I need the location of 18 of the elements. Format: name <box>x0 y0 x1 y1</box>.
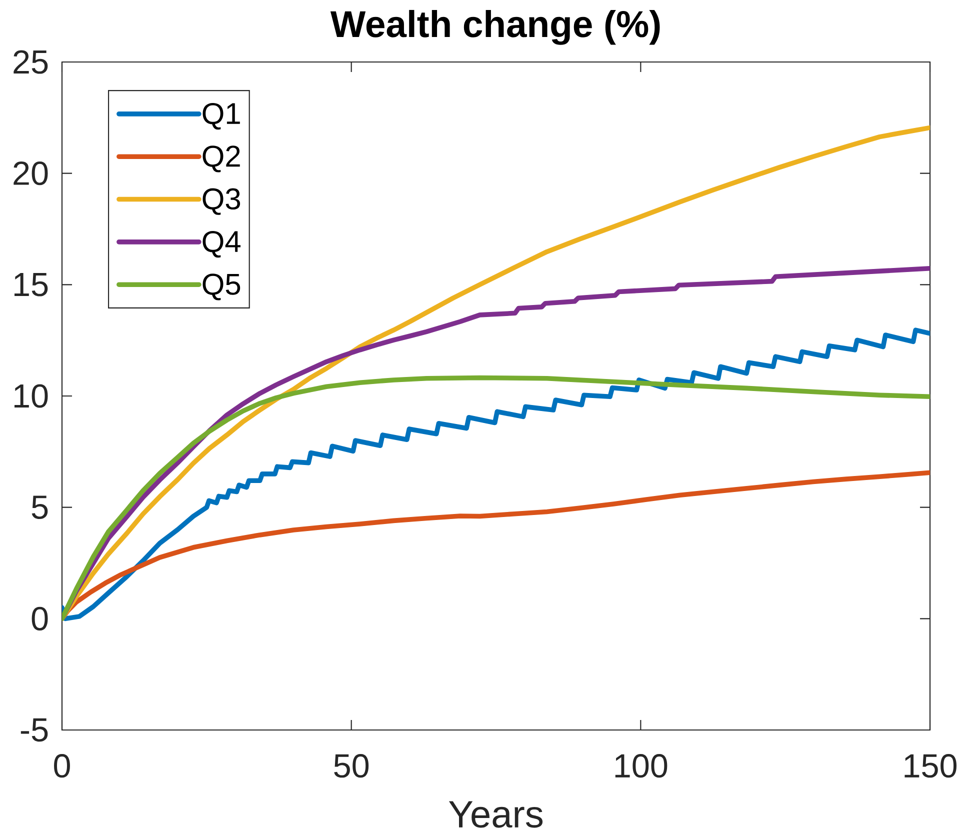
legend-label: Q2 <box>202 146 240 172</box>
legend-label: Q5 <box>202 274 240 300</box>
chart-title: Wealth change (%) <box>330 10 660 45</box>
y-tick-label: 10 <box>14 384 48 408</box>
x-tick-label: 50 <box>334 754 369 778</box>
y-tick-label: 15 <box>14 273 48 296</box>
y-tick-label: 0 <box>32 606 48 630</box>
x-axis-title: Years <box>448 801 543 828</box>
legend-label: Q3 <box>202 188 240 215</box>
legend-label: Q1 <box>202 102 240 130</box>
y-tick-label: -5 <box>20 718 48 742</box>
y-tick-label: 25 <box>14 50 48 74</box>
legend-label: Q4 <box>202 230 240 258</box>
x-tick-label: 100 <box>615 754 668 778</box>
x-tick-label: 150 <box>904 754 956 778</box>
x-tick-label: 0 <box>54 754 70 778</box>
y-tick-label: 5 <box>32 496 48 519</box>
y-tick-label: 20 <box>14 162 48 186</box>
